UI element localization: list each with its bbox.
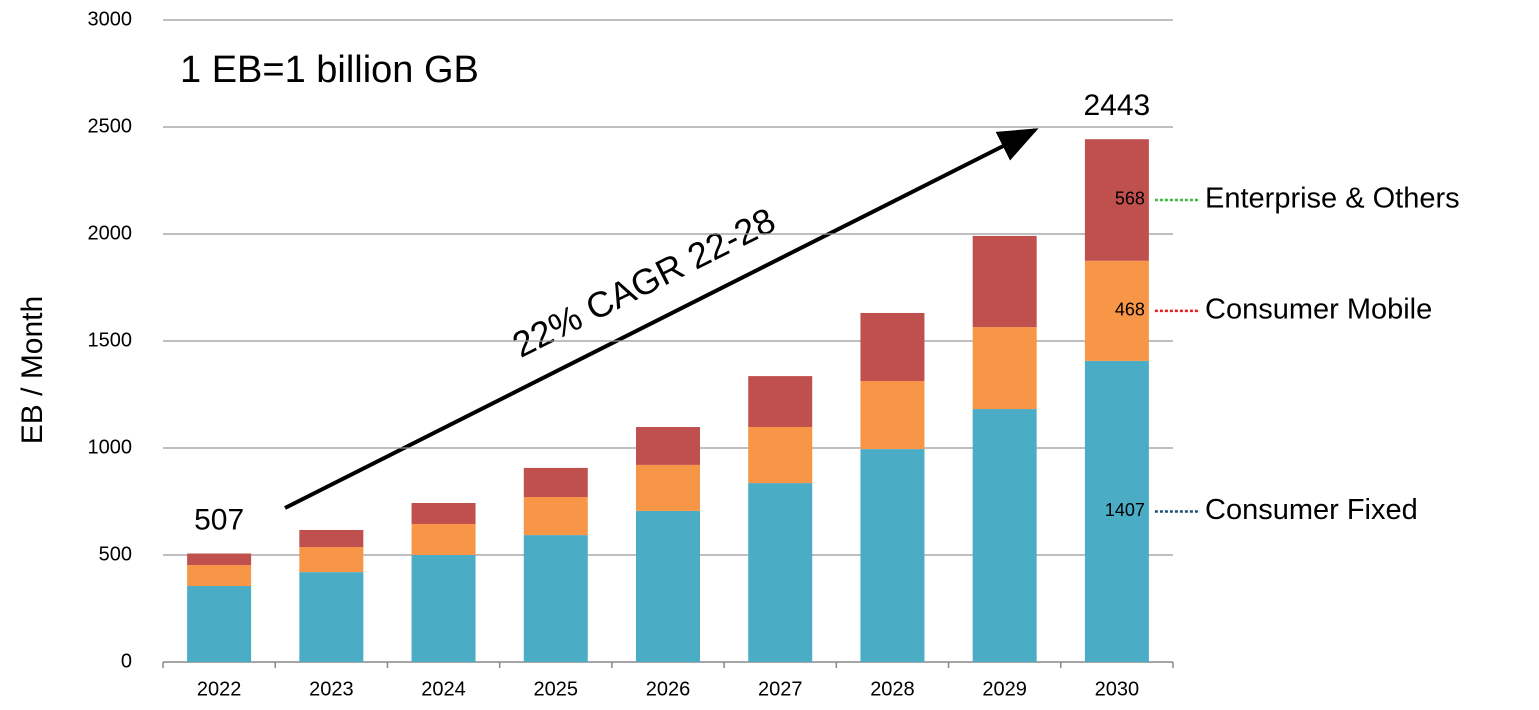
bar-segment bbox=[972, 409, 1037, 662]
x-tick-label: 2028 bbox=[870, 678, 915, 700]
y-tick-label: 1000 bbox=[88, 436, 133, 458]
y-tick-label: 500 bbox=[99, 543, 132, 565]
bar-segment bbox=[1084, 260, 1149, 361]
legend-label: Enterprise & Others bbox=[1205, 183, 1460, 215]
x-tick-label: 2030 bbox=[1095, 678, 1140, 700]
bar-segment bbox=[187, 553, 252, 566]
x-tick-label: 2027 bbox=[758, 678, 803, 700]
data-label: 1407 bbox=[1105, 500, 1145, 520]
bar-segment bbox=[748, 376, 813, 428]
total-label: 507 bbox=[194, 503, 244, 536]
bar-segment bbox=[636, 510, 700, 662]
bar-segment bbox=[636, 464, 700, 511]
bar-segment bbox=[187, 565, 252, 587]
bar-segment bbox=[972, 327, 1037, 410]
bar-segment bbox=[748, 427, 813, 484]
bar-segment bbox=[411, 555, 476, 662]
data-label: 468 bbox=[1115, 300, 1145, 320]
y-axis-label: EB / Month bbox=[16, 296, 49, 444]
total-label: 2443 bbox=[1084, 89, 1151, 122]
bar-segment bbox=[860, 312, 925, 382]
bar-segment bbox=[860, 449, 925, 662]
bar-segment bbox=[523, 535, 588, 662]
bar-segment bbox=[187, 586, 252, 662]
bar-segment bbox=[972, 235, 1037, 328]
bar-segment bbox=[411, 502, 476, 524]
legend-label: Consumer Fixed bbox=[1205, 494, 1418, 526]
bar-segment bbox=[748, 483, 813, 662]
data-label: 568 bbox=[1115, 189, 1145, 209]
bar-segment bbox=[860, 381, 925, 450]
subtitle: 1 EB=1 billion GB bbox=[180, 49, 479, 91]
x-tick-label: 2025 bbox=[534, 678, 579, 700]
bar-segment bbox=[299, 529, 364, 548]
trend-arrow bbox=[284, 128, 1039, 510]
x-tick-label: 2023 bbox=[309, 678, 354, 700]
bar-segment bbox=[523, 497, 588, 536]
legend-label: Consumer Mobile bbox=[1205, 293, 1432, 325]
y-tick-label: 1500 bbox=[88, 329, 133, 351]
bar-segment bbox=[636, 427, 700, 465]
bar-segment bbox=[1084, 360, 1149, 662]
x-tick-label: 2022 bbox=[197, 678, 242, 700]
y-tick-label: 2500 bbox=[88, 115, 133, 137]
bar-segment bbox=[299, 572, 364, 662]
y-tick-label: 3000 bbox=[88, 8, 133, 30]
bar-segment bbox=[523, 467, 588, 498]
bar-segment bbox=[411, 523, 476, 555]
bar-segment bbox=[1084, 139, 1149, 261]
x-tick-label: 2024 bbox=[421, 678, 466, 700]
y-tick-label: 2000 bbox=[88, 222, 133, 244]
bar-segment bbox=[299, 547, 364, 573]
y-tick-label: 0 bbox=[121, 650, 132, 672]
x-tick-label: 2029 bbox=[982, 678, 1027, 700]
x-tick-label: 2026 bbox=[646, 678, 691, 700]
